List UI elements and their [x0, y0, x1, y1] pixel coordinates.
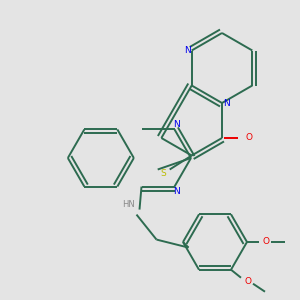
Text: N: N	[173, 187, 180, 196]
Text: N: N	[184, 46, 191, 55]
Text: N: N	[223, 98, 230, 107]
Text: S: S	[161, 169, 167, 178]
Text: O: O	[262, 238, 269, 247]
Text: N: N	[173, 120, 180, 129]
Text: HN: HN	[122, 200, 135, 209]
Text: O: O	[245, 134, 253, 142]
Text: O: O	[244, 277, 251, 286]
